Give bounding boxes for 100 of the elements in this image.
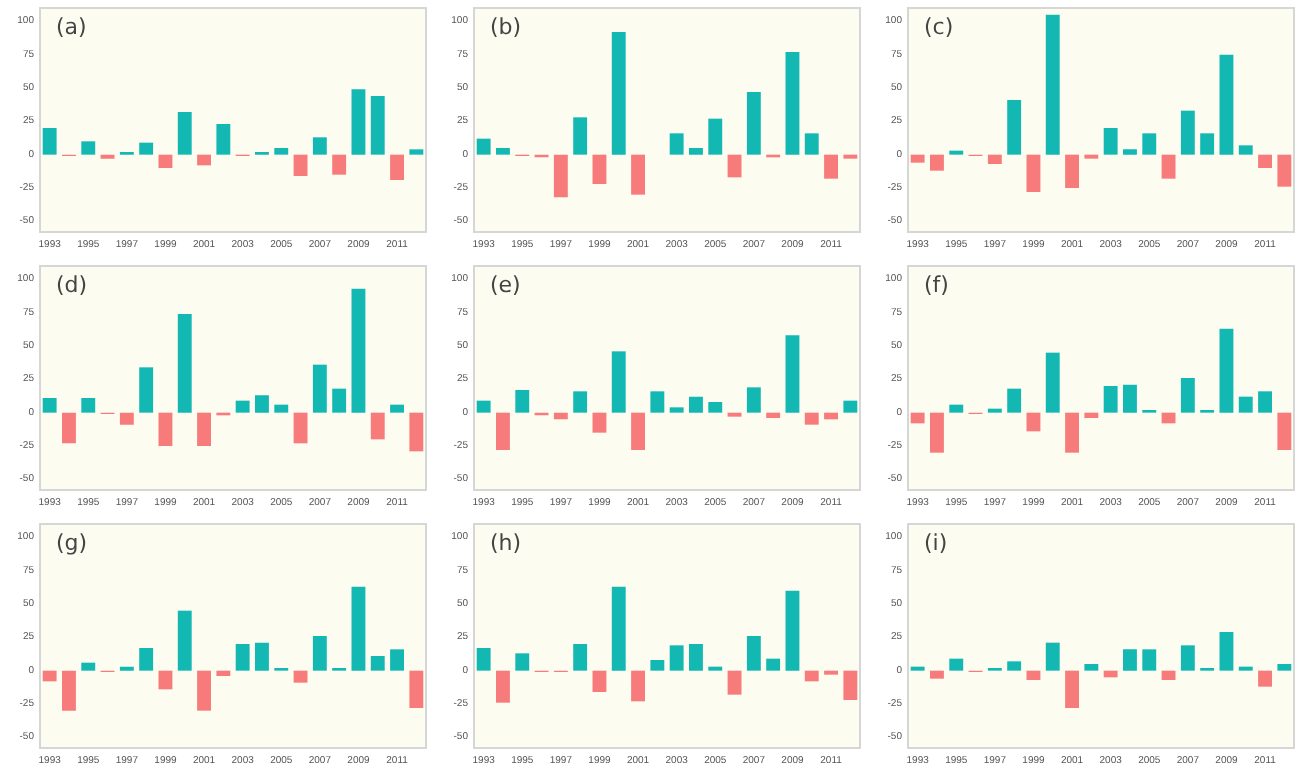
bar [515, 390, 530, 413]
bar [631, 154, 645, 195]
bar [1045, 642, 1060, 671]
bar [804, 412, 819, 425]
bar [930, 154, 944, 171]
bar [42, 398, 57, 413]
bar [1258, 154, 1272, 168]
bar [390, 649, 404, 671]
bar [1103, 386, 1118, 413]
bar [746, 92, 761, 155]
bar [332, 388, 347, 413]
bar [81, 662, 96, 671]
bar [1277, 664, 1292, 671]
bar [1277, 154, 1292, 187]
bar [1084, 412, 1099, 418]
bar [1180, 110, 1195, 155]
bar [650, 391, 665, 413]
bar [573, 391, 588, 413]
bar [785, 335, 800, 413]
bar [370, 656, 385, 671]
bar [158, 670, 173, 690]
bar [177, 314, 192, 413]
bar [669, 645, 684, 671]
bar [312, 137, 327, 155]
bar [727, 670, 742, 695]
bar [274, 148, 289, 155]
chart-title: (h) [490, 530, 522, 556]
bar [1219, 328, 1234, 413]
bar [611, 32, 626, 155]
bar [746, 636, 761, 671]
bar [689, 644, 703, 671]
bar [1258, 670, 1272, 687]
chart-title: (c) [924, 14, 954, 40]
bar [592, 412, 607, 433]
bar [139, 648, 154, 671]
bar [1065, 670, 1079, 708]
bar [785, 52, 800, 155]
bar [1007, 661, 1022, 671]
bar [62, 412, 76, 444]
bar [177, 112, 192, 155]
bar [1123, 149, 1137, 155]
bar [274, 404, 289, 413]
bar [949, 658, 964, 671]
bar [746, 387, 761, 413]
chart-title: (g) [56, 530, 88, 556]
bar [197, 412, 211, 446]
bar [708, 118, 723, 155]
bar [1161, 154, 1176, 179]
chart-title: (i) [924, 530, 948, 556]
bar [1103, 128, 1118, 155]
bar [708, 402, 723, 413]
bar [766, 412, 781, 418]
bar [1007, 100, 1022, 155]
bar [42, 128, 57, 155]
bar [804, 670, 819, 682]
bar [216, 670, 231, 676]
bar [1065, 412, 1079, 453]
bar [910, 154, 925, 163]
bar [843, 670, 858, 700]
bar [573, 644, 588, 671]
bar [553, 412, 568, 420]
bar [1084, 664, 1099, 671]
bar [1238, 396, 1253, 413]
bar [727, 154, 742, 178]
bar [1258, 391, 1272, 413]
bar [515, 653, 530, 671]
bar [669, 407, 684, 413]
bar [689, 396, 703, 413]
bar [255, 395, 269, 413]
bar [476, 648, 491, 671]
bar [1219, 54, 1234, 155]
bar [476, 400, 491, 413]
bar [785, 590, 800, 671]
bar [1026, 412, 1041, 432]
bar [804, 133, 819, 155]
bar [1180, 378, 1195, 413]
chart-title: (e) [490, 272, 521, 298]
bar [1026, 154, 1041, 192]
bar [390, 154, 404, 180]
bar [409, 412, 424, 452]
bar [216, 124, 231, 155]
bar [197, 154, 211, 166]
bar [1142, 133, 1157, 155]
bar [824, 412, 838, 420]
bar [987, 154, 1002, 164]
bar [1219, 632, 1234, 671]
bar [197, 670, 211, 711]
bar [1142, 649, 1157, 671]
bar [177, 610, 192, 671]
bar [409, 670, 424, 708]
bar [293, 412, 308, 444]
bar [293, 670, 308, 683]
bar [81, 141, 96, 155]
bar [611, 586, 626, 671]
bar [631, 670, 645, 702]
bar [496, 148, 510, 155]
bar [119, 412, 134, 425]
bar [824, 154, 838, 179]
bar [351, 586, 366, 671]
bar [42, 670, 57, 682]
